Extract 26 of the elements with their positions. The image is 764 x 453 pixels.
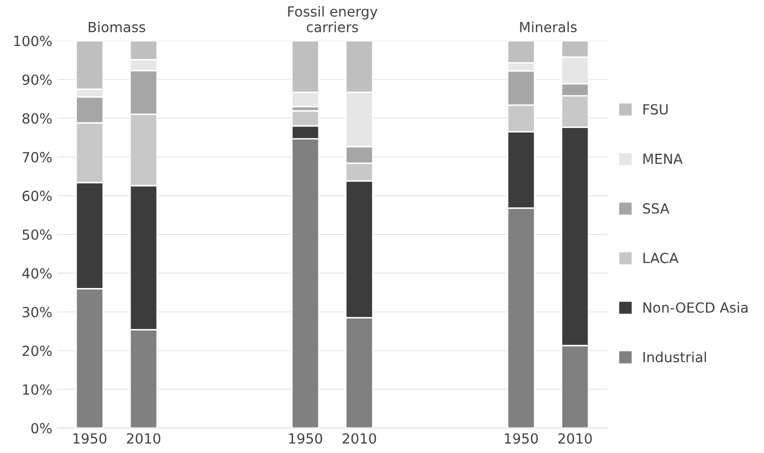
y-tick-label: 20% — [22, 346, 52, 356]
y-tick-label: 100% — [14, 36, 52, 46]
x-tick-label: 2010 — [558, 433, 592, 444]
y-tick-label: 70% — [22, 152, 52, 162]
y-tick-label: 0% — [31, 423, 52, 434]
legend-label: Non-OECD Asia — [643, 302, 748, 313]
y-tick-label: 30% — [22, 306, 52, 318]
text: Fossil energy carriers — [288, 6, 378, 32]
legend-label: SSA — [643, 203, 670, 214]
legend-label: LACA — [643, 252, 678, 264]
x-tick-label: 2010 — [126, 433, 160, 444]
legend-label: MENA — [643, 154, 683, 164]
y-tick-label: 60% — [22, 190, 52, 202]
x-tick-label: 1950 — [74, 433, 106, 444]
x-tick-label: 1950 — [504, 433, 538, 444]
y-tick-label: 50% — [22, 229, 52, 240]
y-tick-label: 90% — [22, 74, 52, 85]
y-tick-label: 40% — [22, 268, 52, 279]
y-tick-label: 10% — [23, 384, 52, 395]
legend-label: Industrial — [643, 352, 706, 362]
legend-label: FSU — [643, 104, 668, 115]
text: Minerals — [520, 22, 577, 32]
x-tick-label: 1950 — [289, 433, 322, 444]
y-tick-label: 80% — [22, 113, 52, 124]
text: Biomass — [88, 22, 146, 32]
x-tick-label: 2010 — [342, 433, 376, 444]
